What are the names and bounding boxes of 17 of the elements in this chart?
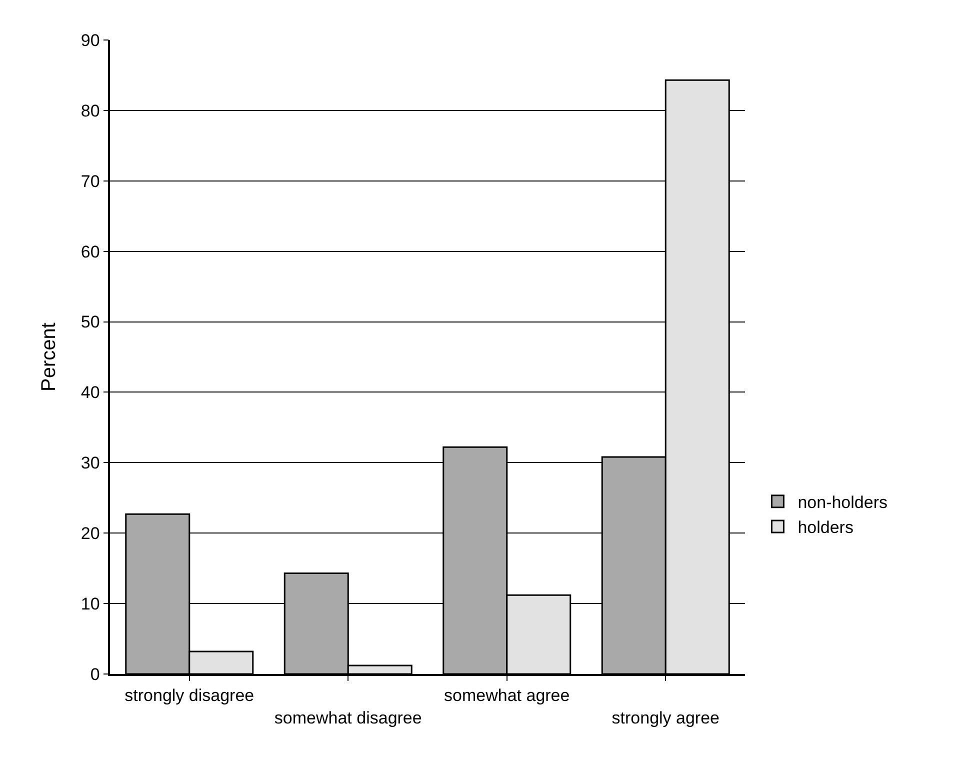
x-tick-label: strongly agree: [612, 708, 720, 728]
x-tick-label: strongly disagree: [124, 686, 254, 706]
y-tick-label: 70: [80, 172, 100, 191]
y-tick-label: 90: [80, 30, 100, 50]
x-tick-label: somewhat disagree: [274, 708, 422, 728]
legend-label: non-holders: [798, 492, 888, 512]
legend-label: holders: [798, 518, 854, 538]
y-axis-title: Percent: [38, 322, 60, 392]
y-tick-label: 0: [90, 664, 100, 684]
y-tick-label: 30: [80, 454, 100, 473]
y-tick-label: 10: [80, 594, 100, 614]
y-tick-label: 60: [80, 242, 100, 262]
y-tick-label: 40: [80, 383, 100, 402]
x-tick-label: somewhat agree: [444, 686, 570, 706]
y-tick-label: 20: [80, 524, 100, 544]
y-tick-label: 50: [80, 312, 100, 332]
y-tick-label: 80: [80, 101, 100, 120]
